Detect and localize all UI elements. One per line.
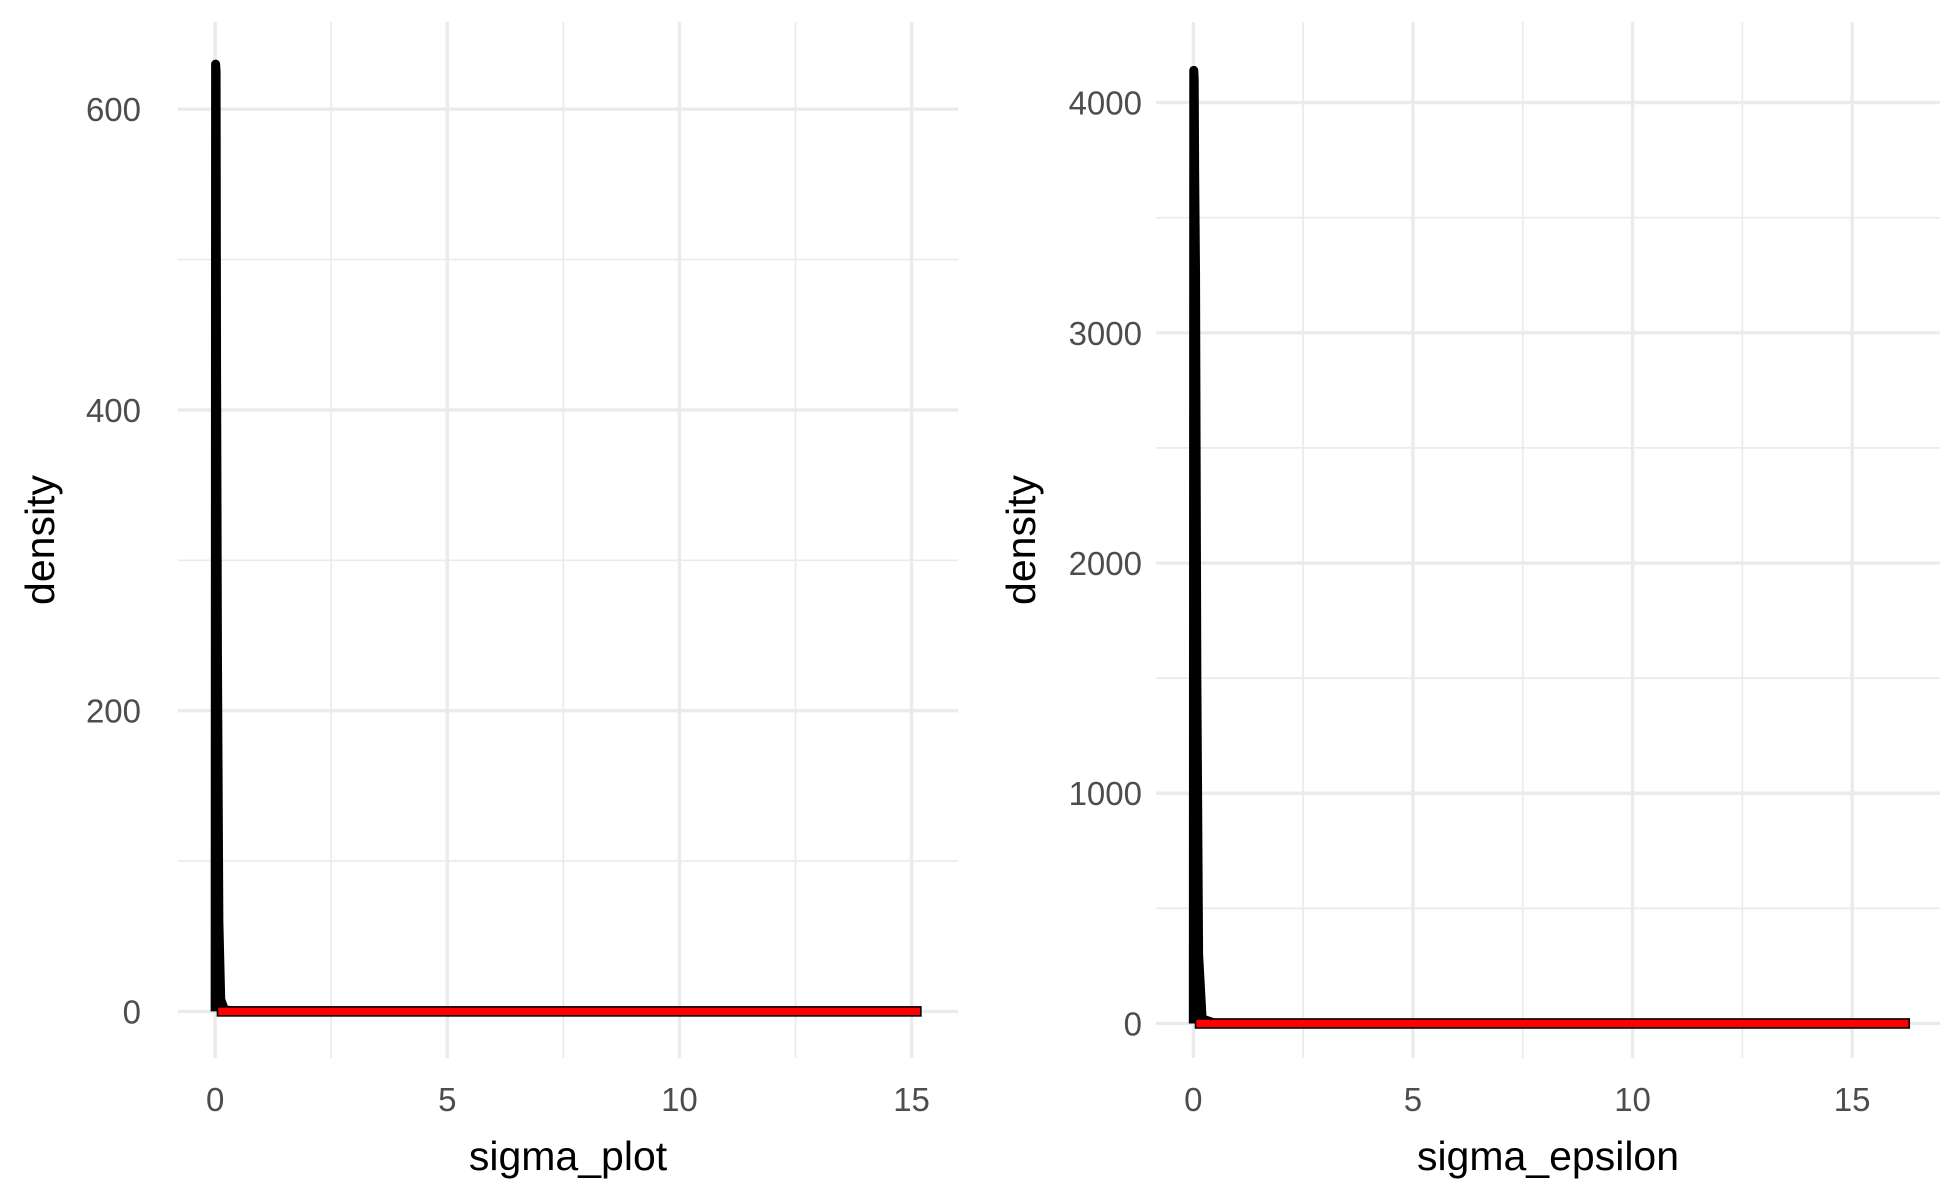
- x-axis-title-sigma-epsilon: sigma_epsilon: [1417, 1133, 1679, 1179]
- x-tick-label: 5: [1404, 1081, 1422, 1118]
- panel-sigma-plot-x-ticks: 0 5 10 15: [206, 1081, 930, 1118]
- x-axis-title-sigma-plot: sigma_plot: [469, 1133, 668, 1179]
- red-baseline-series: [1194, 1018, 1911, 1029]
- y-tick-label: 600: [86, 91, 141, 128]
- y-tick-label: 0: [1124, 1005, 1142, 1042]
- density-curve-series: [210, 59, 921, 1016]
- x-tick-label: 10: [661, 1081, 698, 1118]
- y-tick-label: 4000: [1069, 85, 1142, 122]
- panel-sigma-epsilon-y-ticks: 0 1000 2000 3000 4000: [1069, 85, 1142, 1043]
- y-tick-label: 1000: [1069, 775, 1142, 812]
- x-tick-label: 0: [1184, 1081, 1202, 1118]
- x-tick-label: 10: [1614, 1081, 1651, 1118]
- y-tick-label: 200: [86, 693, 141, 730]
- y-tick-label: 3000: [1069, 315, 1142, 352]
- panel-sigma-epsilon-grid: [1156, 22, 1940, 1058]
- density-curve-series: [1188, 65, 1910, 1028]
- x-tick-label: 15: [893, 1081, 930, 1118]
- panel-sigma-epsilon-x-ticks: 0 5 10 15: [1184, 1081, 1870, 1118]
- panel-sigma-plot: 0 5 10 15 0 200 400 600 sigma_plot density: [17, 22, 958, 1179]
- x-tick-label: 5: [438, 1081, 456, 1118]
- x-tick-label: 0: [206, 1081, 224, 1118]
- panel-sigma-plot-y-ticks: 0 200 400 600: [86, 91, 141, 1030]
- y-tick-label: 400: [86, 392, 141, 429]
- y-axis-title-sigma-plot: density: [17, 475, 63, 605]
- y-tick-label: 2000: [1069, 545, 1142, 582]
- x-tick-label: 15: [1834, 1081, 1871, 1118]
- y-tick-label: 0: [123, 993, 141, 1030]
- panel-sigma-epsilon-marks: [1188, 65, 1911, 1029]
- panel-sigma-plot-grid: [178, 22, 958, 1058]
- panel-sigma-epsilon: 0 5 10 15 0 1000 2000 3000 4000 sigma_epsilon d…: [998, 22, 1940, 1179]
- panel-sigma-plot-marks: [210, 59, 922, 1017]
- y-axis-title-sigma-epsilon: density: [998, 475, 1044, 605]
- red-baseline-series: [216, 1006, 922, 1017]
